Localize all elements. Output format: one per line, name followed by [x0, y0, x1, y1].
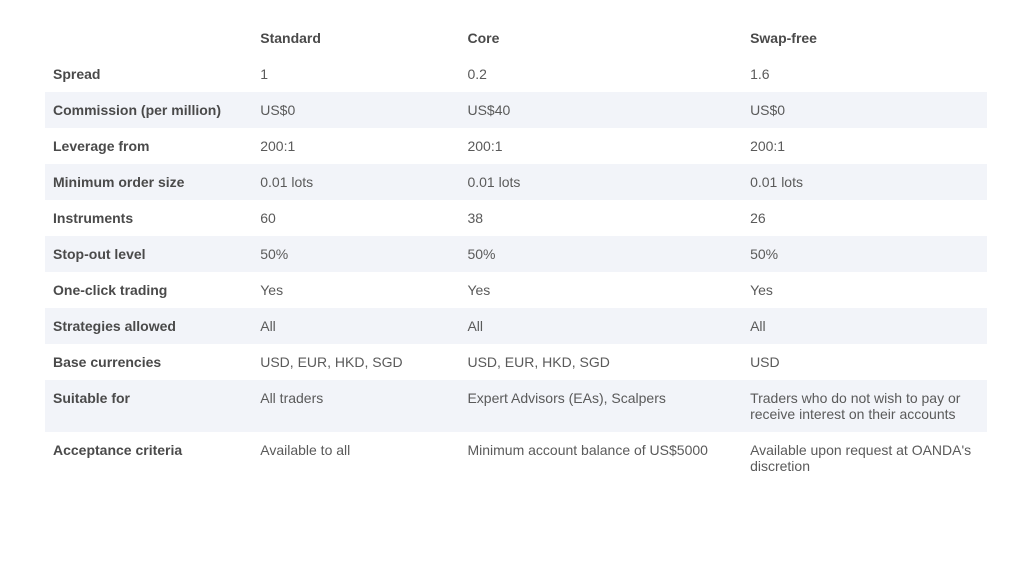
table-row: Strategies allowed All All All [45, 308, 987, 344]
cell-swapfree: 50% [742, 236, 987, 272]
cell-core: Expert Advisors (EAs), Scalpers [459, 380, 742, 432]
cell-swapfree: US$0 [742, 92, 987, 128]
cell-standard: 200:1 [252, 128, 459, 164]
cell-swapfree: USD [742, 344, 987, 380]
row-label: Instruments [45, 200, 252, 236]
table-header-swapfree: Swap-free [742, 20, 987, 56]
row-label: Minimum order size [45, 164, 252, 200]
comparison-table: Standard Core Swap-free Spread 1 0.2 1.6… [45, 20, 987, 484]
cell-standard: 1 [252, 56, 459, 92]
cell-swapfree: 200:1 [742, 128, 987, 164]
table-row: Instruments 60 38 26 [45, 200, 987, 236]
cell-core: 50% [459, 236, 742, 272]
cell-standard: All traders [252, 380, 459, 432]
row-label: Suitable for [45, 380, 252, 432]
cell-swapfree: Yes [742, 272, 987, 308]
row-label: One-click trading [45, 272, 252, 308]
cell-swapfree: 1.6 [742, 56, 987, 92]
cell-core: 0.01 lots [459, 164, 742, 200]
cell-core: USD, EUR, HKD, SGD [459, 344, 742, 380]
table-header-standard: Standard [252, 20, 459, 56]
table-header-core: Core [459, 20, 742, 56]
cell-core: 38 [459, 200, 742, 236]
table-row: Leverage from 200:1 200:1 200:1 [45, 128, 987, 164]
table-row: One-click trading Yes Yes Yes [45, 272, 987, 308]
cell-standard: USD, EUR, HKD, SGD [252, 344, 459, 380]
cell-standard: 60 [252, 200, 459, 236]
table-header-empty [45, 20, 252, 56]
cell-standard: All [252, 308, 459, 344]
cell-standard: Available to all [252, 432, 459, 484]
cell-standard: 0.01 lots [252, 164, 459, 200]
row-label: Spread [45, 56, 252, 92]
row-label: Strategies allowed [45, 308, 252, 344]
cell-standard: Yes [252, 272, 459, 308]
cell-standard: US$0 [252, 92, 459, 128]
cell-swapfree: 0.01 lots [742, 164, 987, 200]
cell-core: Yes [459, 272, 742, 308]
comparison-table-container: Standard Core Swap-free Spread 1 0.2 1.6… [0, 0, 1032, 504]
table-row: Commission (per million) US$0 US$40 US$0 [45, 92, 987, 128]
cell-core: Minimum account balance of US$5000 [459, 432, 742, 484]
cell-swapfree: Available upon request at OANDA's discre… [742, 432, 987, 484]
cell-core: US$40 [459, 92, 742, 128]
table-row: Suitable for All traders Expert Advisors… [45, 380, 987, 432]
table-row: Base currencies USD, EUR, HKD, SGD USD, … [45, 344, 987, 380]
row-label: Acceptance criteria [45, 432, 252, 484]
cell-core: All [459, 308, 742, 344]
table-header-row: Standard Core Swap-free [45, 20, 987, 56]
cell-core: 200:1 [459, 128, 742, 164]
row-label: Leverage from [45, 128, 252, 164]
table-row: Spread 1 0.2 1.6 [45, 56, 987, 92]
cell-standard: 50% [252, 236, 459, 272]
cell-swapfree: 26 [742, 200, 987, 236]
cell-swapfree: All [742, 308, 987, 344]
cell-swapfree: Traders who do not wish to pay or receiv… [742, 380, 987, 432]
row-label: Stop-out level [45, 236, 252, 272]
table-row: Minimum order size 0.01 lots 0.01 lots 0… [45, 164, 987, 200]
table-row: Stop-out level 50% 50% 50% [45, 236, 987, 272]
cell-core: 0.2 [459, 56, 742, 92]
table-row: Acceptance criteria Available to all Min… [45, 432, 987, 484]
row-label: Base currencies [45, 344, 252, 380]
row-label: Commission (per million) [45, 92, 252, 128]
